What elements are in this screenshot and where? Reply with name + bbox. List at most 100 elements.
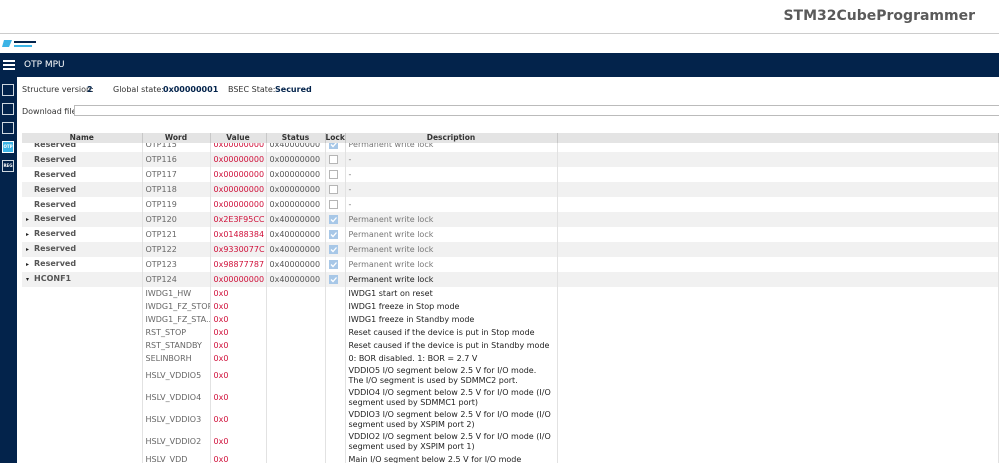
word-cell: SELINBORH — [142, 352, 211, 365]
name-cell — [22, 365, 143, 387]
row-name: Reserved — [34, 214, 77, 223]
value-cell: 0x0 — [210, 387, 267, 409]
status-cell — [266, 365, 326, 387]
security-icon[interactable] — [2, 122, 14, 134]
word-cell: IWDG1_FZ_STOP — [142, 300, 211, 313]
expander[interactable]: ▸ — [26, 231, 30, 238]
lock-checkbox[interactable] — [328, 274, 338, 284]
status-cell — [266, 387, 326, 409]
value-cell: 0x0 — [210, 339, 267, 352]
value-cell: 0x0 — [210, 352, 267, 365]
lock-checkbox[interactable] — [328, 169, 338, 179]
check-mark — [330, 261, 337, 267]
status-cell: 0x40000000 — [266, 143, 326, 152]
word-cell: IWDG1_HW — [142, 287, 211, 300]
filler-cell — [557, 227, 999, 242]
field-row: HSLV_VDDIO4 0x0 VDDIO4 I/O segment below 2… — [22, 387, 999, 409]
name-cell — [22, 313, 143, 326]
row-name: HCONF1 — [34, 274, 72, 283]
lock-cell — [325, 352, 346, 365]
otp-row: Reserved OTP119 0x00000000 0x00000000- — [22, 197, 999, 212]
status-cell — [266, 409, 326, 431]
value-cell: 0x0 — [210, 313, 267, 326]
description-cell: Permanent write lock — [345, 257, 558, 272]
lock-checkbox[interactable] — [328, 154, 338, 164]
name-cell — [22, 431, 143, 453]
filler-cell — [557, 339, 999, 352]
row-name: Reserved — [34, 184, 77, 194]
value-cell: 0x01488384 — [210, 227, 267, 242]
description-cell: VDDIO3 I/O segment below 2.5 V for I/O m… — [345, 409, 558, 431]
value-cell: 0x00000000 — [210, 272, 267, 287]
word-cell: OTP122 — [142, 242, 211, 257]
word-cell: HSLV_VDDIO4 — [142, 387, 211, 409]
description-cell: 0: BOR disabled. 1: BOR = 2.7 V — [345, 352, 558, 365]
name-cell — [22, 300, 143, 313]
check-mark — [330, 216, 337, 222]
row-name: Reserved — [34, 229, 77, 238]
status-cell — [266, 326, 326, 339]
expander[interactable]: ▸ — [26, 216, 30, 223]
name-cell: ▾ HCONF1 — [22, 272, 143, 287]
word-cell: OTP120 — [142, 212, 211, 227]
header-row: Name Word Value Status Lock Description — [22, 133, 999, 143]
row-name: Reserved — [34, 154, 77, 164]
value-cell: 0x00000000 — [210, 152, 267, 167]
lock-cell — [325, 182, 346, 197]
name-cell — [22, 339, 143, 352]
column-header: Status — [266, 133, 326, 143]
lock-checkbox[interactable] — [328, 229, 338, 239]
lock-cell — [325, 143, 346, 152]
name-cell — [22, 387, 143, 409]
filler-cell — [557, 365, 999, 387]
value-cell: 0x0 — [210, 409, 267, 431]
expander[interactable]: ▾ — [26, 276, 30, 283]
download-input[interactable] — [74, 105, 999, 116]
status-cell: 0x40000000 — [266, 272, 326, 287]
filler-cell — [557, 152, 999, 167]
word-cell: OTP115 — [142, 143, 211, 152]
description-cell: Permanent write lock — [345, 143, 558, 152]
expander[interactable]: ▸ — [26, 261, 30, 268]
column-header: Lock — [325, 133, 346, 143]
nav-bar: OTP MPU — [0, 53, 999, 77]
lock-cell — [325, 300, 346, 313]
check-mark — [330, 246, 337, 252]
name-cell: Reserved — [22, 182, 143, 197]
word-cell: HSLV_VDDIO3 — [142, 409, 211, 431]
menu-button[interactable] — [3, 59, 15, 71]
otp-row: Reserved OTP118 0x00000000 0x00000000- — [22, 182, 999, 197]
status-cell — [266, 313, 326, 326]
lock-checkbox[interactable] — [328, 244, 338, 254]
lock-checkbox[interactable] — [328, 184, 338, 194]
filler-cell — [557, 287, 999, 300]
lock-checkbox[interactable] — [328, 259, 338, 269]
expander[interactable]: ▸ — [26, 246, 30, 253]
status-cell — [266, 339, 326, 352]
filler-cell — [557, 197, 999, 212]
column-header: Value — [210, 133, 267, 143]
lock-checkbox[interactable] — [328, 199, 338, 209]
description-cell: VDDIO4 I/O segment below 2.5 V for I/O m… — [345, 387, 558, 409]
otp-icon[interactable]: OTP — [2, 141, 14, 153]
value-cell: 0x0 — [210, 287, 267, 300]
edit-icon[interactable] — [2, 84, 14, 96]
lock-checkbox[interactable] — [328, 143, 338, 149]
value-cell: 0x2E3F95CC — [210, 212, 267, 227]
name-cell: ▸ Reserved — [22, 212, 143, 227]
lock-cell — [325, 242, 346, 257]
name-cell: Reserved — [22, 167, 143, 182]
status-cell: 0x00000000 — [266, 167, 326, 182]
column-header: Name — [22, 133, 143, 143]
download-icon[interactable] — [2, 103, 14, 115]
reg-icon[interactable]: REG — [2, 160, 14, 172]
logo — [2, 40, 36, 47]
otp-row: ▸ Reserved OTP120 0x2E3F95CC 0x40000000 Perma… — [22, 212, 999, 227]
filler-cell — [557, 257, 999, 272]
status-cell: 0x40000000 — [266, 242, 326, 257]
lock-checkbox[interactable] — [328, 214, 338, 224]
name-cell: ▸ Reserved — [22, 257, 143, 272]
status-cell — [266, 352, 326, 365]
field-row: SELINBORH 0x0 0: BOR disabled. 1: BOR = 2.… — [22, 352, 999, 365]
